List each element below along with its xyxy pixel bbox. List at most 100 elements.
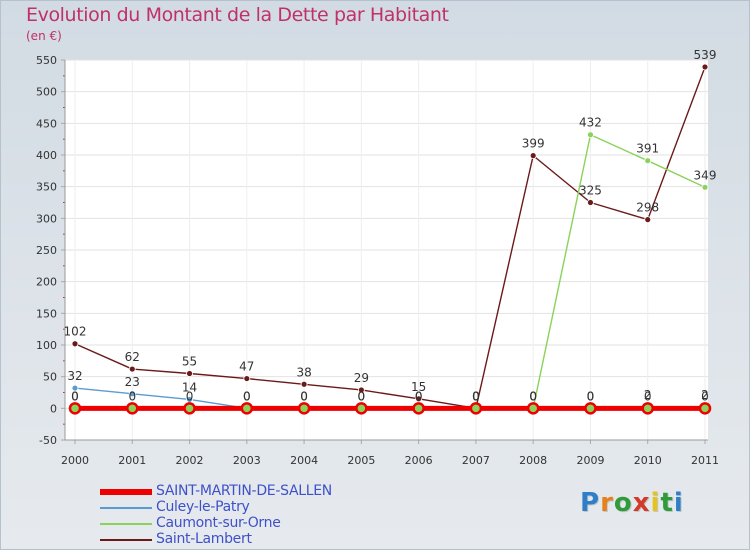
series-point-2	[644, 157, 652, 165]
series-point-0	[126, 402, 139, 415]
data-label: 0	[358, 389, 366, 403]
x-tick-label: 2000	[61, 454, 89, 467]
series-point-0	[641, 402, 654, 415]
logo-letter: i	[673, 488, 684, 518]
series-point-3	[587, 199, 594, 206]
series-point-3	[128, 365, 136, 373]
series-point-0	[183, 402, 196, 415]
data-label: 2	[644, 388, 652, 402]
series-point-0	[698, 402, 712, 415]
data-label: 23	[125, 375, 140, 389]
x-tick-label: 2005	[347, 454, 375, 467]
series-point-3	[357, 386, 365, 394]
series-point-3	[186, 370, 193, 377]
data-label: 0	[644, 389, 652, 403]
series-point-0	[469, 402, 483, 415]
legend-label: Saint-Lambert	[156, 531, 252, 547]
data-label: 0	[701, 389, 709, 403]
series-point-0	[297, 402, 311, 415]
legend-swatch	[100, 489, 152, 495]
x-tick-label: 2007	[462, 454, 490, 467]
data-label: 47	[239, 360, 254, 374]
data-label: 14	[182, 380, 197, 394]
series-line-3	[74, 66, 706, 410]
logo-letter: P	[580, 488, 601, 518]
logo-letter: o	[613, 488, 633, 518]
y-tick-label: 450	[36, 117, 57, 130]
y-tick-label: 400	[36, 149, 57, 162]
data-label: 0	[300, 389, 308, 403]
logo-letter: x	[632, 488, 651, 518]
y-tick-label: 300	[36, 212, 57, 225]
data-label: 55	[182, 355, 197, 369]
data-label: 0	[243, 389, 251, 403]
legend-label: Caumont-sur-Orne	[156, 515, 281, 531]
data-label: 38	[296, 365, 311, 379]
x-tick-label: 2003	[233, 454, 261, 467]
y-tick-label: 150	[36, 307, 57, 320]
data-label: 349	[694, 168, 717, 182]
data-label: 298	[636, 201, 659, 215]
x-tick-label: 2011	[691, 454, 719, 467]
data-label: 0	[186, 389, 194, 403]
series-point-0	[240, 402, 254, 415]
y-tick-label: 0	[50, 402, 57, 415]
y-tick-label: 50	[43, 371, 57, 384]
data-label: 0	[587, 389, 595, 403]
data-label: 15	[411, 380, 426, 394]
data-label: 62	[125, 350, 140, 364]
data-label: 0	[472, 389, 480, 403]
data-label: 325	[579, 184, 602, 198]
chart-unit-label: (en €)	[26, 29, 62, 43]
data-label: 29	[354, 371, 369, 385]
data-label: 0	[71, 389, 79, 403]
y-tick-label: 250	[36, 244, 57, 257]
data-label: 0	[415, 389, 423, 403]
x-tick-label: 2008	[519, 454, 547, 467]
y-tick-label: 350	[36, 181, 57, 194]
legend-label: Culey-le-Patry	[156, 499, 250, 515]
legend-swatch	[100, 507, 152, 509]
data-label: 399	[522, 137, 545, 151]
x-tick-label: 2001	[118, 454, 146, 467]
y-tick-label: -50	[39, 434, 57, 447]
series-point-3	[300, 380, 308, 388]
x-tick-label: 2010	[634, 454, 662, 467]
series-point-3	[529, 152, 537, 160]
series-point-0	[355, 402, 368, 415]
series-point-0	[412, 402, 425, 415]
series-point-3	[644, 216, 652, 224]
series-point-1	[71, 384, 79, 392]
data-label: 0	[71, 389, 79, 403]
series-point-2	[587, 131, 594, 139]
series-point-3	[243, 375, 251, 382]
data-label: 432	[579, 116, 602, 130]
x-tick-label: 2006	[405, 454, 433, 467]
legend-label: SAINT-MARTIN-DE-SALLEN	[156, 483, 332, 499]
data-label: 2	[701, 388, 709, 402]
series-point-0	[68, 402, 82, 415]
data-label: 0	[358, 389, 366, 403]
x-tick-label: 2009	[576, 454, 604, 467]
data-label: 0	[529, 389, 537, 403]
series-point-0	[526, 402, 540, 415]
legend-swatch	[100, 523, 152, 525]
series-point-2	[701, 183, 709, 191]
data-label: 0	[587, 389, 595, 403]
y-tick-label: 550	[36, 54, 57, 67]
data-label: 0	[472, 389, 480, 403]
logo-letter: i	[650, 488, 661, 518]
data-label: 391	[636, 142, 659, 156]
data-label: 102	[64, 325, 87, 339]
y-tick-label: 200	[36, 276, 57, 289]
chart-title: Evolution du Montant de la Dette par Hab…	[26, 4, 449, 26]
data-label: 0	[415, 389, 423, 403]
series-point-3	[701, 63, 709, 71]
data-label: 0	[472, 389, 480, 403]
data-label: 0	[300, 389, 308, 403]
data-label: 0	[472, 389, 480, 403]
logo-letter: r	[600, 488, 614, 518]
data-label: 0	[128, 389, 136, 403]
proxiti-logo: Proxiti	[580, 488, 684, 518]
